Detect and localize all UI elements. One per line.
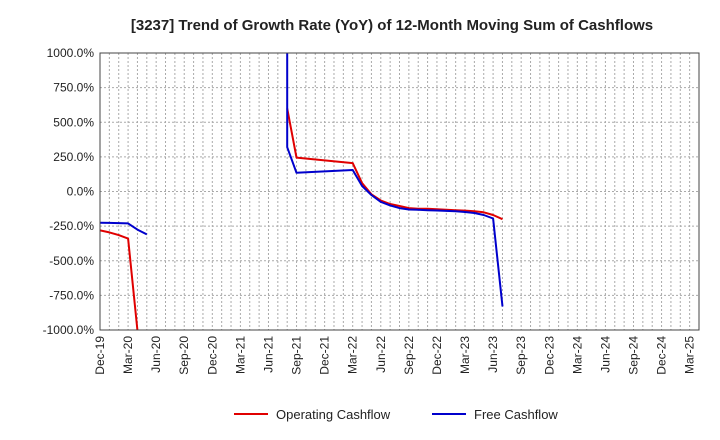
- y-tick-label: -1000.0%: [43, 323, 95, 337]
- y-tick-label: 0.0%: [67, 185, 95, 199]
- x-tick-label: Dec-20: [205, 336, 219, 375]
- x-tick-label: Dec-24: [655, 336, 669, 375]
- y-axis: 1000.0% 750.0% 500.0% 250.0% 0.0% -250.0% -500…: [43, 46, 95, 337]
- y-tick-label: 500.0%: [53, 115, 94, 129]
- series-line-free-cashflow: [286, 53, 504, 307]
- x-tick-label: Sep-20: [177, 336, 191, 375]
- x-tick-label: Jun-20: [149, 336, 163, 373]
- legend: Operating Cashflow Free Cashflow: [234, 407, 558, 422]
- plot-frame: [99, 52, 700, 331]
- x-tick-label: Dec-21: [318, 336, 332, 375]
- y-tick-label: 250.0%: [53, 150, 94, 164]
- y-tick-label: -500.0%: [49, 254, 94, 268]
- x-tick-label: Dec-19: [93, 336, 107, 375]
- x-tick-label: Mar-21: [233, 336, 247, 374]
- x-tick-label: Jun-23: [486, 336, 500, 373]
- x-tick-label: Sep-23: [514, 336, 528, 375]
- x-tick-label: Jun-22: [374, 336, 388, 373]
- x-tick-label: Dec-23: [542, 336, 556, 375]
- x-tick-label: Sep-21: [290, 336, 304, 375]
- y-tick-label: -250.0%: [49, 219, 94, 233]
- x-tick-label: Mar-25: [683, 336, 697, 374]
- legend-label-operating-cashflow: Operating Cashflow: [276, 407, 391, 422]
- x-tick-label: Mar-22: [346, 336, 360, 374]
- x-tick-label: Sep-24: [626, 336, 640, 375]
- x-axis: Dec-19 Mar-20 Jun-20 Sep-20 Dec-20 Mar-21 Jun-…: [93, 336, 697, 375]
- x-tick-label: Mar-23: [458, 336, 472, 374]
- x-tick-label: Sep-22: [402, 336, 416, 375]
- x-tick-label: Jun-24: [598, 336, 612, 373]
- y-tick-label: 1000.0%: [47, 46, 95, 60]
- x-tick-label: Mar-20: [121, 336, 135, 374]
- y-tick-label: 750.0%: [53, 81, 94, 95]
- x-tick-label: Mar-24: [570, 336, 584, 374]
- legend-label-free-cashflow: Free Cashflow: [474, 407, 558, 422]
- chart-title: [3237] Trend of Growth Rate (YoY) of 12-…: [131, 17, 653, 34]
- x-tick-label: Dec-22: [430, 336, 444, 375]
- x-tick-label: Jun-21: [261, 336, 275, 373]
- plot-area: [100, 53, 699, 330]
- y-tick-label: -750.0%: [49, 288, 94, 302]
- series-line-operating-cashflow: [100, 229, 139, 330]
- series-lines: [100, 53, 504, 330]
- series-line-free-cashflow: [100, 221, 148, 236]
